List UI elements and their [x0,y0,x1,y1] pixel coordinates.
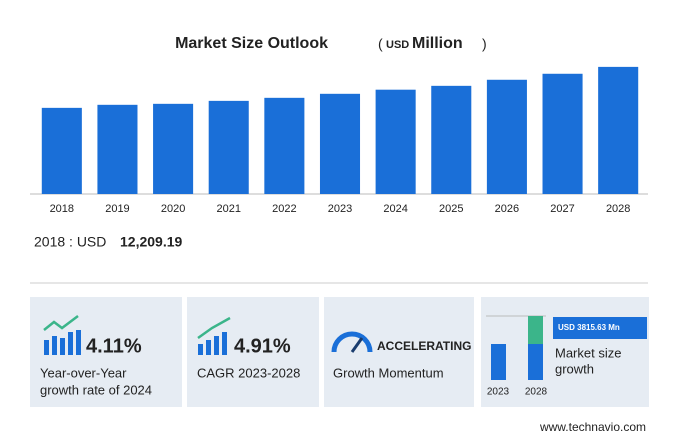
card [324,297,474,407]
x-tick-label: 2025 [439,203,463,215]
bar [153,103,194,194]
bar [486,79,527,194]
x-tick-label: 2028 [606,203,630,215]
card-text: CAGR 2023-2028 [197,365,300,380]
bar [41,107,82,194]
x-tick-label: 2020 [161,203,185,215]
card-value: 4.11% [86,335,142,357]
bar [542,73,583,194]
x-tick-label: 2022 [272,203,296,215]
unit-name: Million [412,35,463,52]
growth-icon [43,315,81,355]
bar [208,100,249,194]
card-text: growth rate of 2024 [40,382,152,397]
x-tick-label: 2019 [105,203,129,215]
x-tick-label: 2026 [495,203,519,215]
growth-badge: USD 3815.63 Mn [558,323,620,332]
cagr-icon [197,316,231,355]
x-tick-label: 2021 [216,203,240,215]
card-text: Year-over-Year [40,365,127,380]
x-tick-label: 2024 [383,203,407,215]
unit-open: ( [378,36,383,52]
x-tick-label: 2027 [550,203,574,215]
summary-value: 12,209.19 [120,234,182,250]
chart-title: Market Size Outlook [175,35,328,52]
summary-label: 2018 : USD [34,234,106,250]
bar [97,104,138,194]
card [481,297,649,407]
gauge-icon [331,331,373,353]
x-tick-label: 2018 [50,203,74,215]
card-value: 4.91% [234,335,291,357]
mini-year: 2028 [525,387,548,398]
bar [598,66,639,194]
bar [375,89,416,194]
mini-year: 2023 [487,387,510,398]
footer: www.technavio.com [539,420,646,434]
card-text: Market size [555,345,621,360]
unit-close: ) [482,36,487,52]
unit-currency: USD [386,39,409,51]
x-tick-label: 2023 [328,203,352,215]
card-value: ACCELERATING [377,339,471,353]
bar [431,85,472,194]
card-text: growth [555,361,594,376]
bar [264,97,305,194]
mini-chart [486,315,647,380]
bar [319,93,361,194]
card-text: Growth Momentum [333,365,444,380]
